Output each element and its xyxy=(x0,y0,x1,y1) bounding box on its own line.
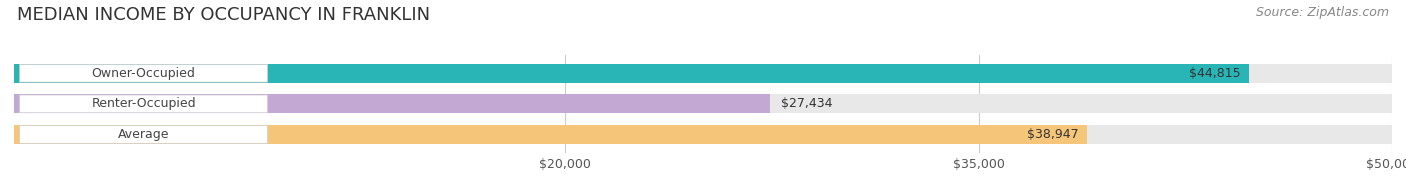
FancyBboxPatch shape xyxy=(20,95,267,113)
Text: Average: Average xyxy=(118,128,169,141)
Bar xyxy=(14,94,1392,113)
FancyBboxPatch shape xyxy=(20,64,267,82)
Text: Owner-Occupied: Owner-Occupied xyxy=(91,67,195,80)
Bar xyxy=(14,125,1392,144)
FancyBboxPatch shape xyxy=(20,126,267,143)
Text: Source: ZipAtlas.com: Source: ZipAtlas.com xyxy=(1256,6,1389,19)
Bar xyxy=(14,64,1392,83)
Bar xyxy=(14,125,1087,144)
Text: $38,947: $38,947 xyxy=(1028,128,1078,141)
Text: MEDIAN INCOME BY OCCUPANCY IN FRANKLIN: MEDIAN INCOME BY OCCUPANCY IN FRANKLIN xyxy=(17,6,430,24)
Text: Renter-Occupied: Renter-Occupied xyxy=(91,97,195,110)
Bar xyxy=(14,94,770,113)
Text: $44,815: $44,815 xyxy=(1189,67,1240,80)
Text: $27,434: $27,434 xyxy=(782,97,832,110)
Bar xyxy=(14,64,1249,83)
